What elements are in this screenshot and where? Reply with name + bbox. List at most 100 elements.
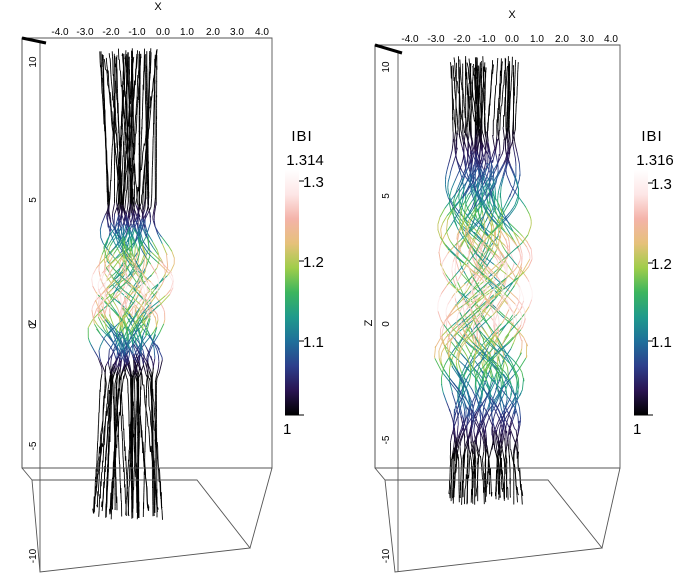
field-line-segment — [130, 257, 136, 266]
field-line-segment — [159, 303, 162, 306]
field-line-segment — [170, 280, 174, 290]
field-line-segment — [99, 223, 103, 231]
field-line-segment — [135, 366, 137, 371]
field-line-segment — [108, 282, 115, 289]
field-line-segment — [116, 355, 118, 359]
field-line-segment — [148, 209, 150, 213]
field-line-segment — [109, 103, 112, 108]
field-line-segment — [168, 273, 174, 283]
left-z-tick: -5 — [28, 441, 39, 450]
field-line-segment — [120, 270, 125, 282]
field-line-segment — [93, 321, 95, 325]
field-line-segment — [111, 84, 113, 91]
field-line-segment — [91, 306, 94, 311]
field-line-segment — [130, 119, 132, 125]
field-line-segment — [444, 272, 447, 275]
field-line-segment — [104, 62, 106, 70]
field-line-segment — [156, 349, 159, 356]
field-line-segment — [107, 70, 110, 83]
field-line-segment — [156, 273, 159, 280]
field-line-segment — [98, 270, 102, 281]
field-line-segment — [134, 267, 138, 272]
field-line-segment — [141, 194, 143, 196]
field-line-segment — [116, 164, 118, 171]
left-x-tick-labels: -4.0 -3.0 -2.0 -1.0 0.0 1.0 2.0 3.0 4.0 — [51, 27, 269, 38]
field-line-segment — [126, 163, 128, 171]
field-line-segment — [129, 240, 131, 246]
field-line-segment — [135, 200, 137, 205]
field-line-segment — [113, 468, 115, 477]
field-line-segment — [124, 116, 126, 121]
field-line-segment — [108, 215, 112, 223]
field-line-segment — [114, 229, 120, 238]
field-line-segment — [113, 287, 121, 294]
field-line-segment — [132, 345, 134, 354]
field-line-segment — [98, 349, 100, 351]
field-line-segment — [129, 222, 132, 226]
field-line-segment — [127, 221, 131, 228]
field-line-segment — [126, 286, 134, 297]
field-line-segment — [119, 70, 122, 78]
field-line-segment — [127, 267, 130, 273]
field-line-segment — [113, 369, 115, 372]
field-line-segment — [146, 350, 150, 358]
field-line-segment — [114, 367, 118, 374]
field-line-segment — [114, 203, 119, 214]
field-line-segment — [504, 268, 507, 273]
field-line-segment — [159, 295, 166, 302]
field-line-segment — [91, 309, 94, 319]
field-line-segment — [150, 445, 153, 454]
field-line-segment — [117, 235, 120, 242]
field-line-segment — [133, 287, 137, 296]
field-line-segment — [119, 347, 122, 350]
field-line-segment — [121, 305, 124, 315]
field-line-segment — [151, 459, 154, 465]
field-line-segment — [150, 101, 152, 110]
field-line-segment — [110, 337, 115, 346]
field-line-segment — [505, 316, 509, 320]
field-line-segment — [140, 233, 144, 242]
field-line-segment — [474, 455, 477, 460]
left-colorbar-tick: 1.2 — [303, 254, 324, 271]
field-line-segment — [157, 332, 161, 336]
field-line-segment — [168, 270, 173, 277]
field-line-segment — [152, 82, 154, 92]
field-line-segment — [115, 335, 124, 348]
field-line-segment — [148, 426, 150, 435]
field-line-segment — [108, 347, 112, 351]
field-line-segment — [141, 430, 143, 438]
field-line-segment — [112, 256, 122, 269]
field-line-segment — [125, 285, 128, 290]
field-line-segment — [100, 452, 102, 457]
field-line-segment — [134, 306, 139, 317]
field-line-segment — [466, 284, 468, 287]
field-line-segment — [136, 50, 138, 63]
field-line-segment — [512, 146, 516, 159]
field-line-segment — [128, 216, 131, 221]
field-line-segment — [139, 328, 144, 335]
field-line-segment — [112, 203, 115, 213]
field-line-segment — [142, 364, 146, 373]
field-line-segment — [104, 244, 106, 246]
left-x-tick: -1.0 — [128, 27, 146, 38]
left-z-tick-labels: 10 5 0 -5 -10 — [28, 56, 39, 563]
field-line-segment — [142, 358, 147, 364]
field-line-segment — [97, 310, 101, 317]
field-line-segment — [150, 356, 154, 364]
field-line-segment — [118, 412, 120, 419]
field-line-segment — [120, 211, 124, 218]
field-line-segment — [112, 247, 115, 251]
field-line-segment — [99, 358, 102, 363]
field-line-segment — [149, 212, 151, 223]
field-line-segment — [119, 327, 122, 332]
field-line-segment — [124, 120, 127, 130]
field-line-segment — [143, 167, 145, 174]
field-line-segment — [97, 299, 100, 311]
field-line-segment — [123, 298, 129, 310]
field-line-segment — [144, 403, 147, 407]
field-line-segment — [127, 142, 130, 152]
field-line-segment — [110, 107, 112, 118]
field-line-segment — [107, 204, 110, 215]
field-line-segment — [149, 242, 154, 248]
field-line-segment — [114, 144, 116, 152]
